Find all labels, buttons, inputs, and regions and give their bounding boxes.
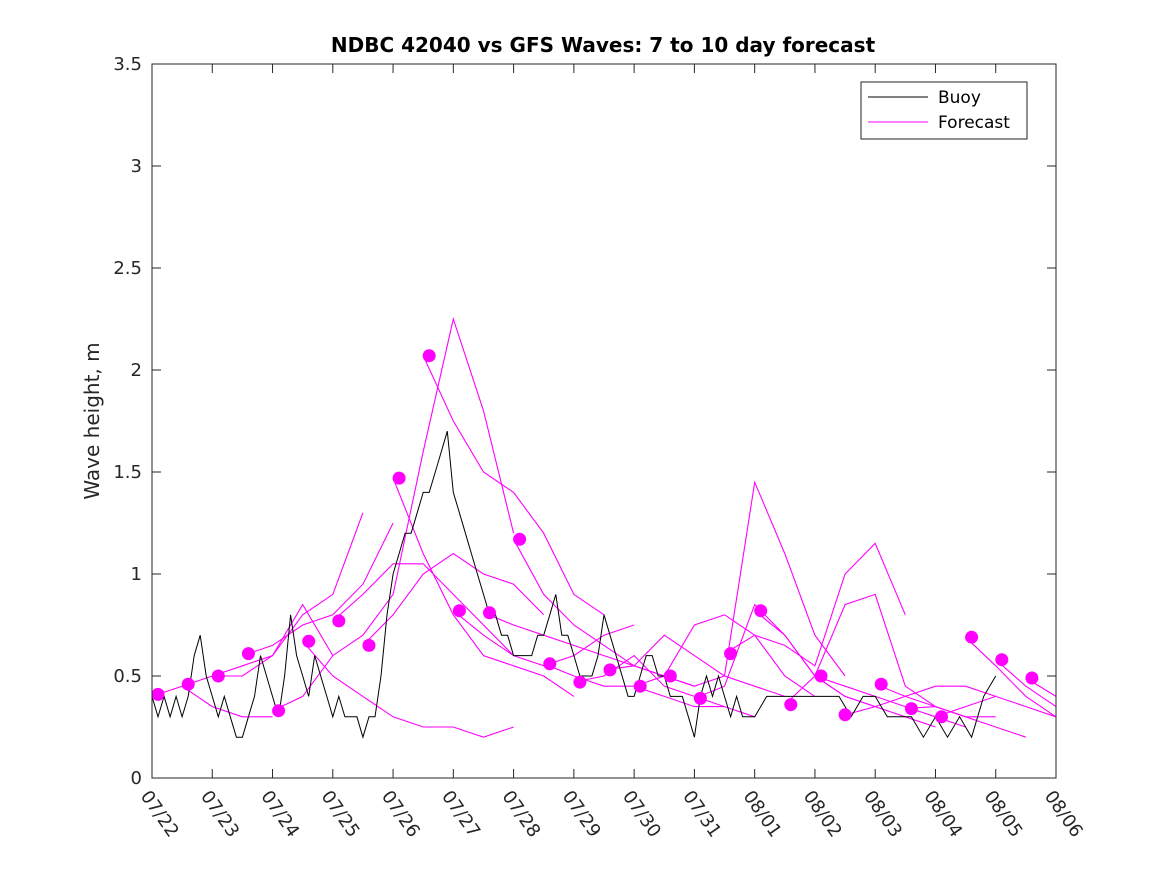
- forecast-marker-22: [784, 698, 798, 712]
- forecast-marker-3: [211, 669, 225, 683]
- buoy-line: [151, 431, 997, 739]
- forecast-line-8: [362, 552, 545, 646]
- forecast-line-7: [332, 563, 514, 656]
- forecast-line-22: [784, 593, 936, 708]
- axes-box: [151, 63, 1057, 779]
- plot-area: [151, 316, 1057, 739]
- forecast-marker-25: [874, 677, 888, 691]
- forecast-marker-29: [995, 653, 1009, 667]
- forecast-marker-4: [241, 647, 255, 661]
- forecast-marker-9: [392, 471, 406, 485]
- forecast-marker-2: [181, 677, 195, 691]
- legend-box: [860, 81, 1028, 140]
- forecast-line-4: [242, 522, 394, 657]
- forecast-marker-13: [513, 532, 527, 546]
- forecast-marker-24: [838, 708, 852, 722]
- forecast-line-5: [272, 316, 515, 712]
- y-tick-label-7: 3.5: [113, 54, 142, 75]
- y-tick-label-6: 3: [131, 156, 142, 177]
- forecast-line-24: [844, 685, 996, 716]
- forecast-line-20: [724, 542, 906, 667]
- forecast-marker-12: [483, 606, 496, 620]
- y-tick-label-0: 0: [131, 768, 142, 789]
- forecast-marker-15: [573, 675, 587, 689]
- forecast-marker-26: [904, 702, 918, 716]
- forecast-line-26: [905, 706, 1027, 738]
- y-axis-label: Wave height, m: [80, 342, 104, 499]
- forecast-marker-10: [422, 349, 436, 363]
- forecast-line-6: [302, 640, 514, 738]
- y-tick-label-1: 0.5: [113, 666, 142, 687]
- forecast-marker-5: [272, 704, 286, 718]
- forecast-marker-16: [603, 663, 617, 677]
- forecast-marker-20: [724, 647, 738, 661]
- forecast-marker-14: [543, 657, 557, 671]
- forecast-line-28: [965, 636, 1057, 718]
- forecast-line-29: [995, 659, 1057, 708]
- forecast-line-16: [603, 634, 785, 697]
- forecast-marker-11: [452, 604, 466, 618]
- forecast-marker-6: [302, 634, 316, 648]
- legend-buoy-label: Buoy: [938, 88, 981, 108]
- forecast-marker-1: [151, 687, 165, 701]
- legend-forecast-label: Forecast: [938, 113, 1010, 133]
- forecast-marker-28: [965, 630, 979, 644]
- forecast-line-2: [181, 603, 334, 687]
- chart-title: NDBC 42040 vs GFS Waves: 7 to 10 day for…: [331, 33, 876, 57]
- forecast-marker-23: [814, 669, 828, 683]
- y-tick-label-2: 1: [131, 564, 142, 585]
- legend: Buoy Forecast: [860, 81, 1028, 140]
- y-tick-label-3: 1.5: [113, 462, 142, 483]
- forecast-marker-19: [693, 691, 707, 705]
- forecast-marker-8: [362, 638, 376, 652]
- forecast-line-9: [392, 477, 575, 697]
- forecast-line-1: [151, 685, 273, 718]
- forecast-line-15: [573, 654, 755, 718]
- forecast-marker-18: [663, 669, 677, 683]
- forecast-marker-17: [633, 679, 647, 693]
- forecast-line-10: [422, 355, 605, 616]
- y-tick-label-5: 2.5: [113, 258, 142, 279]
- forecast-line-18: [664, 480, 846, 687]
- forecast-marker-7: [332, 614, 346, 628]
- forecast-marker-30: [1025, 671, 1039, 685]
- y-tick-label-4: 2: [131, 360, 142, 381]
- forecast-line-27: [935, 695, 1057, 718]
- forecast-marker-27: [935, 710, 948, 724]
- forecast-marker-21: [754, 604, 768, 618]
